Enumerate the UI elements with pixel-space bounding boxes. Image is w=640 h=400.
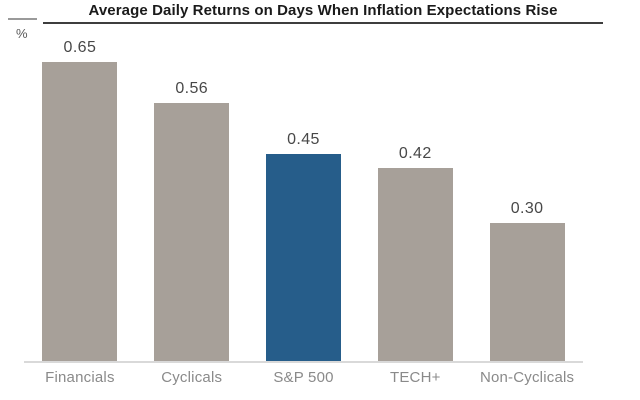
- value-label: 0.30: [510, 200, 544, 217]
- bar-column: 0.42: [359, 0, 471, 361]
- bar-column: 0.30: [471, 0, 583, 361]
- bar: [265, 154, 341, 361]
- value-label: 0.42: [398, 145, 432, 162]
- plot-area: 0.65 0.56 0.45 0.42 0.30: [24, 0, 583, 361]
- category-label: Non-Cyclicals: [479, 369, 575, 386]
- category-label: TECH+: [389, 369, 441, 386]
- bar: [42, 62, 118, 361]
- bar-column: 0.45: [248, 0, 360, 361]
- value-label: 0.45: [287, 131, 320, 148]
- y-axis-tick: [8, 18, 37, 20]
- category-label: Financials: [45, 369, 115, 386]
- value-label: 0.65: [63, 39, 97, 56]
- y-axis-unit-label: %: [16, 26, 28, 41]
- bar: [377, 168, 453, 361]
- bar-column: 0.65: [24, 0, 136, 361]
- value-label: 0.56: [175, 80, 209, 97]
- category-label: S&P 500: [273, 369, 334, 386]
- category-label: Cyclicals: [161, 369, 223, 386]
- bar: [489, 223, 565, 361]
- bar-column: 0.56: [136, 0, 248, 361]
- x-axis-baseline: [24, 361, 583, 363]
- category-labels: Financials Cyclicals S&P 500 TECH+ Non-Cycli…: [24, 369, 583, 386]
- chart-title: Average Daily Returns on Days When Infla…: [43, 2, 603, 24]
- bar: [154, 103, 230, 361]
